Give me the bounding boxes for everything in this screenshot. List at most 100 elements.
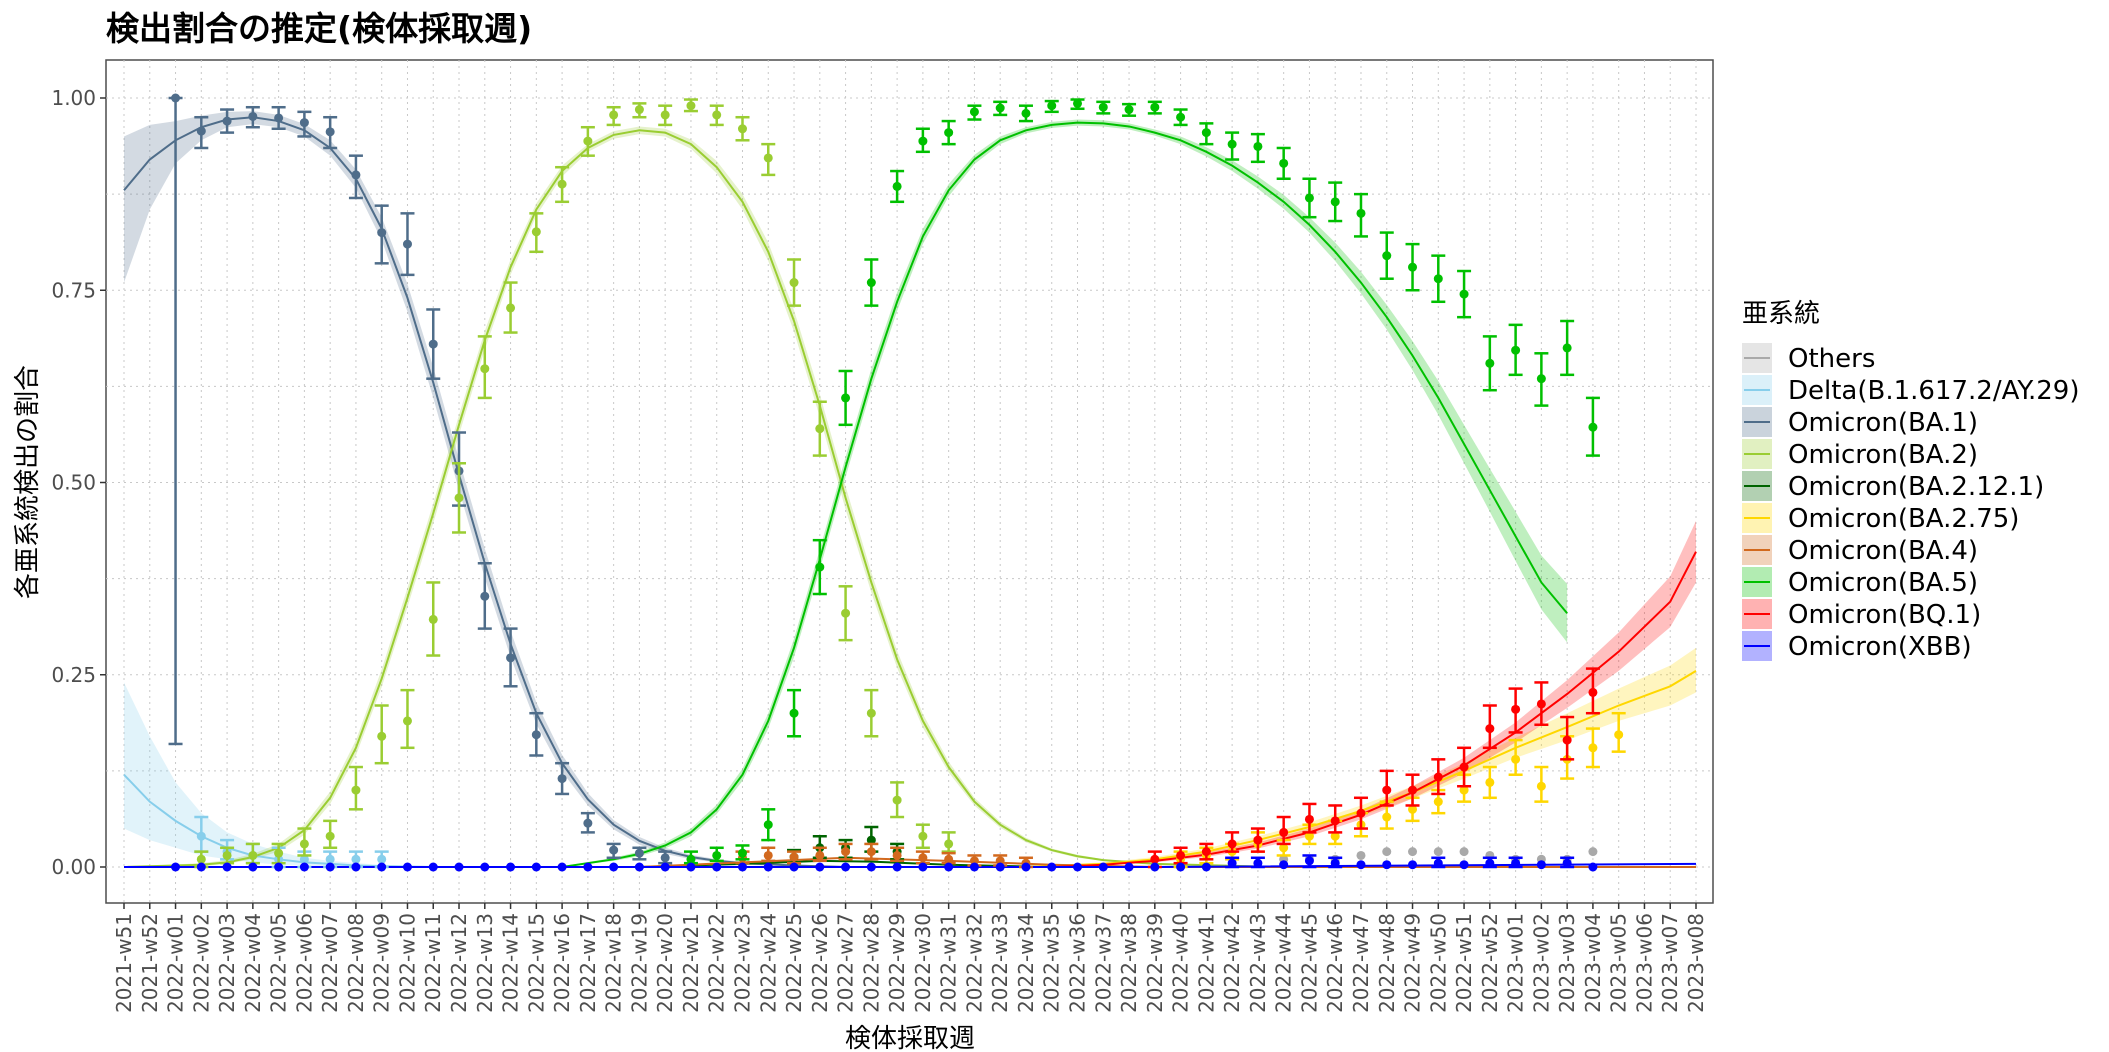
data-point [428, 614, 438, 624]
data-point [789, 862, 799, 872]
x-tick-label: 2022-w14 [499, 913, 523, 1013]
data-point [1304, 856, 1314, 866]
x-tick-label: 2022-w28 [859, 913, 883, 1013]
data-point [995, 103, 1005, 113]
data-point [944, 854, 954, 864]
data-point [866, 835, 876, 845]
x-tick-label: 2022-w42 [1220, 913, 1244, 1013]
x-tick-label: 2022-w43 [1246, 913, 1270, 1013]
data-point [480, 862, 490, 872]
x-axis: 2021-w51 2021-w52 2022-w01 2022-w02 2022-w03… [112, 903, 1708, 1013]
data-point [1201, 847, 1211, 857]
x-tick-label: 2022-w39 [1143, 913, 1167, 1013]
x-tick-label: 2022-w44 [1272, 913, 1296, 1013]
data-point [1536, 699, 1546, 709]
data-point [1253, 141, 1263, 151]
x-tick-label: 2022-w08 [344, 913, 368, 1013]
data-point [557, 179, 567, 189]
data-point [325, 127, 335, 137]
x-tick-label: 2022-w23 [730, 913, 754, 1013]
data-point [969, 856, 979, 866]
x-tick-label: 2022-w45 [1297, 913, 1321, 1013]
y-tick-label: 0.00 [51, 855, 96, 879]
data-point [480, 591, 490, 601]
data-point [196, 862, 206, 872]
data-point [789, 278, 799, 288]
x-tick-label: 2022-w18 [602, 913, 626, 1013]
data-point [1330, 858, 1340, 868]
data-point [351, 862, 361, 872]
data-point [995, 856, 1005, 866]
data-point [1459, 847, 1469, 857]
data-point [712, 862, 722, 872]
data-point [1150, 854, 1160, 864]
data-point [712, 110, 722, 120]
data-point [1304, 814, 1314, 824]
data-point [686, 854, 696, 864]
x-tick-label: 2022-w36 [1066, 913, 1090, 1013]
data-point [995, 862, 1005, 872]
x-tick-label: 2023-w07 [1658, 913, 1682, 1013]
data-point [1485, 358, 1495, 368]
data-point [1227, 139, 1237, 149]
data-point [1536, 860, 1546, 870]
legend-label: Delta(B.1.617.2/AY.29) [1788, 376, 2079, 406]
data-point [1227, 839, 1237, 849]
x-tick-label: 2022-w27 [834, 913, 858, 1013]
y-tick-label: 0.75 [51, 278, 96, 302]
data-point [1176, 112, 1186, 122]
data-point [325, 831, 335, 841]
data-point [171, 93, 181, 103]
data-point [1227, 858, 1237, 868]
data-point [222, 862, 232, 872]
data-point [248, 862, 258, 872]
data-point [1459, 762, 1469, 772]
fitted-curve [123, 129, 1696, 868]
data-point [1536, 374, 1546, 384]
data-point [1588, 862, 1598, 872]
data-point [969, 107, 979, 117]
x-tick-label: 2023-w04 [1581, 913, 1605, 1013]
legend-label: Omicron(BA.2.12.1) [1788, 472, 2044, 502]
data-point [763, 850, 773, 860]
x-tick-label: 2022-w04 [241, 913, 265, 1013]
data-point [428, 339, 438, 349]
data-point [1201, 128, 1211, 138]
data-point [351, 170, 361, 180]
data-point [557, 862, 567, 872]
legend-label: Omicron(BA.1) [1788, 408, 1978, 438]
data-point [402, 862, 412, 872]
data-point [351, 854, 361, 864]
data-point [196, 831, 206, 841]
x-tick-label: 2022-w17 [576, 913, 600, 1013]
x-tick-label: 2021-w51 [112, 913, 136, 1013]
x-tick-label: 2022-w21 [679, 913, 703, 1013]
data-point [866, 708, 876, 718]
x-tick-label: 2022-w30 [911, 913, 935, 1013]
x-tick-label: 2022-w12 [447, 913, 471, 1013]
y-axis-title: 各亜系統検出の割合 [13, 365, 43, 599]
data-point [1098, 102, 1108, 112]
data-point [1588, 422, 1598, 432]
data-point [325, 854, 335, 864]
data-point [1459, 785, 1469, 795]
data-point [1279, 843, 1289, 853]
data-point [1562, 343, 1572, 353]
data-point [531, 730, 541, 740]
data-point [1382, 785, 1392, 795]
data-point [892, 181, 902, 191]
data-point [1614, 730, 1624, 740]
x-tick-label: 2022-w11 [421, 913, 445, 1013]
data-point [377, 854, 387, 864]
data-point [1433, 847, 1443, 857]
data-point [506, 653, 516, 663]
data-point [1098, 862, 1108, 872]
legend-label: Omicron(BA.5) [1788, 568, 1978, 598]
x-tick-label: 2022-w32 [962, 913, 986, 1013]
x-tick-label: 2022-w34 [1014, 913, 1038, 1013]
data-point [1150, 102, 1160, 112]
data-point [1408, 804, 1418, 814]
data-point [609, 110, 619, 120]
x-tick-label: 2022-w35 [1040, 913, 1064, 1013]
chart-title: 検出割合の推定(検体採取週) [106, 9, 532, 48]
